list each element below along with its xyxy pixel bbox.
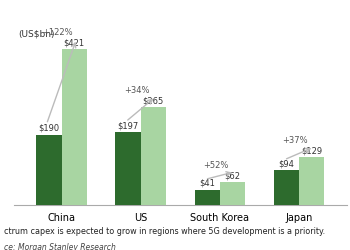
Bar bbox=[116, 132, 141, 205]
Bar bbox=[36, 135, 62, 205]
Text: +122%: +122% bbox=[42, 28, 73, 38]
Bar bbox=[62, 49, 87, 205]
Text: $94: $94 bbox=[278, 160, 294, 168]
Text: $41: $41 bbox=[199, 179, 215, 188]
Text: +34%: +34% bbox=[124, 86, 149, 95]
Bar bbox=[141, 107, 166, 205]
Bar bbox=[220, 182, 245, 205]
Text: $265: $265 bbox=[143, 96, 164, 105]
Text: $421: $421 bbox=[64, 38, 85, 48]
Bar bbox=[299, 157, 324, 205]
Text: Estimated wireless capex growth from 4G to 5G by region: Estimated wireless capex growth from 4G … bbox=[4, 9, 346, 19]
Text: (US$bn): (US$bn) bbox=[18, 29, 55, 38]
Bar bbox=[195, 190, 220, 205]
Text: ctrum capex is expected to grow in regions where 5G development is a priority.: ctrum capex is expected to grow in regio… bbox=[4, 226, 325, 235]
Text: +52%: +52% bbox=[203, 161, 229, 170]
Text: $197: $197 bbox=[117, 121, 139, 130]
Text: $62: $62 bbox=[224, 171, 240, 180]
Text: ce: Morgan Stanley Research: ce: Morgan Stanley Research bbox=[4, 243, 116, 250]
Bar bbox=[274, 170, 299, 205]
Text: +37%: +37% bbox=[282, 136, 308, 145]
Text: $190: $190 bbox=[38, 124, 60, 133]
Text: $129: $129 bbox=[301, 146, 322, 156]
